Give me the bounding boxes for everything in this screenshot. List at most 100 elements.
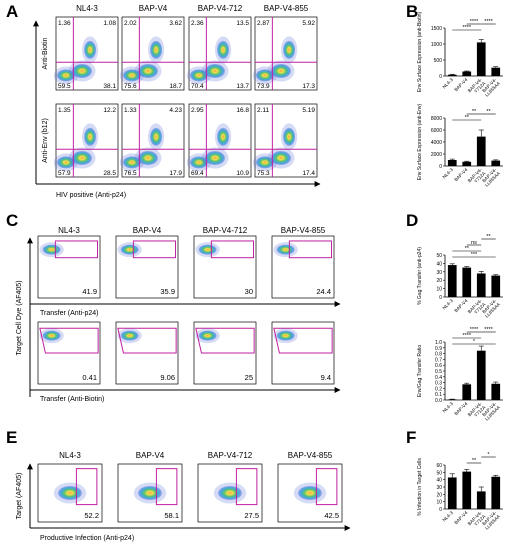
row-label-a: Anti-Env (b12) [42, 118, 49, 163]
y-tick-label: 4000 [431, 140, 442, 146]
cell-cluster [138, 64, 159, 79]
y-axis-label-c: Target Cell Dye (AF405) [16, 280, 23, 355]
bar-f [447, 477, 457, 509]
cell-cluster [189, 69, 208, 82]
panel-e-flow-plots: NL4-3 BAP-V4 BAP-V4-712 BAP-V4-855 52.2 58.1 2… [16, 451, 351, 542]
bar-f [491, 476, 501, 509]
cell-cluster [276, 244, 295, 255]
quadrant-lr-value: 17.9 [169, 170, 182, 177]
cell-cluster [56, 156, 75, 169]
y-tick-label: 30 [436, 485, 442, 491]
flow-plot-c: 35.9 [115, 235, 179, 299]
cell-cluster [122, 69, 141, 82]
cell-cluster [205, 151, 226, 166]
col-header-e: BAP-V4 [136, 451, 165, 460]
cell-cluster [42, 330, 61, 341]
quadrant-ul-value: 1.35 [58, 107, 71, 114]
sig-label: **** [484, 19, 493, 25]
y-tick-label: 30 [436, 270, 442, 276]
y-axis-label: Env/Gag Transfer Ratio [417, 345, 423, 397]
transfer-gate [54, 240, 99, 259]
quadrant-lr-value: 28.5 [103, 170, 116, 177]
panel-letter-a: A [6, 2, 18, 21]
quadrant-ur-value: 12.2 [103, 107, 116, 114]
quadrant-ul-value: 2.87 [257, 20, 270, 27]
flow-plot-a: 2.11 5.19 75.3 17.4 [252, 103, 318, 178]
sig-label: **** [462, 333, 471, 339]
infection-gate [315, 468, 338, 506]
y-tick-label: 0.1 [435, 392, 442, 398]
cell-cluster [138, 486, 162, 500]
quadrant-ll-value: 73.9 [257, 83, 270, 90]
y-tick-label: 0 [439, 164, 442, 170]
cell-cluster [150, 40, 163, 59]
bar-d-top [447, 265, 457, 297]
category-label: BAP-V4-LL855AA [481, 510, 502, 531]
panel-letter-e: E [6, 428, 17, 447]
y-axis-label: % Infection in Target Cells [417, 458, 423, 516]
quadrant-ul-value: 2.11 [257, 107, 270, 114]
quadrant-ur-value: 3.62 [169, 20, 182, 27]
quadrant-lr-value: 38.1 [103, 83, 116, 90]
y-tick-label: 0.6 [435, 363, 442, 369]
quadrant-ul-value: 2.95 [191, 107, 204, 114]
quadrant-ur-value: 13.5 [236, 20, 249, 27]
panel-letters: A B C D E F [6, 2, 418, 447]
flow-plot-a: 2.87 5.92 73.9 17.3 [252, 16, 318, 91]
bar-b-bottom [476, 136, 486, 166]
transfer-gate [117, 327, 177, 354]
quadrant-lr-value: 18.7 [169, 83, 182, 90]
y-axis-label: Env Surface Expression (anti-Env) [417, 103, 423, 180]
gate-percent-value: 0.41 [82, 373, 97, 382]
sig-label: ** [465, 246, 470, 252]
bar-f [476, 491, 486, 509]
col-header-c: BAP-V4-712 [203, 226, 248, 235]
transfer-gate [195, 327, 255, 354]
transfer-gate [210, 240, 255, 259]
category-label: NL4-3 [442, 167, 455, 180]
row-label-a: Anti-Biotin [42, 37, 49, 69]
flow-plot-e: 42.5 [277, 463, 343, 523]
cell-cluster [276, 330, 295, 341]
bar-chart-d-bottom: 0.00.10.20.30.40.50.60.70.80.91.0 Env/Gag… [417, 327, 503, 422]
quadrant-ul-value: 1.33 [124, 107, 137, 114]
y-tick-label: 0.9 [435, 346, 442, 352]
cell-cluster [255, 156, 274, 169]
quadrant-ul-value: 1.36 [58, 20, 71, 27]
category-label: BAP-V4-LL855AA [481, 298, 502, 319]
gate-percent-value: 41.9 [82, 287, 97, 296]
sig-label: ns [471, 240, 477, 246]
gate-percent-value: 42.5 [324, 511, 339, 520]
cell-cluster [150, 127, 163, 146]
cell-cluster [283, 127, 296, 146]
category-label: NL4-3 [442, 77, 455, 90]
cell-cluster [120, 330, 139, 341]
x-axis-label-a: HIV positive (Anti-p24) [56, 192, 126, 199]
gate-percent-value: 27.5 [244, 511, 259, 520]
bar-b-bottom [462, 161, 472, 166]
gate-percent-value: 35.9 [160, 287, 175, 296]
bar-chart-b-bottom: 0 2000 4000 6000 8000 Env Surface Expression … [417, 103, 503, 188]
flow-plot-c: 9.4 [271, 321, 335, 385]
cell-cluster [205, 64, 226, 79]
bar-b-bottom [447, 160, 457, 166]
quadrant-ur-value: 1.08 [103, 20, 116, 27]
flow-plot-a: 2.95 16.8 69.4 10.9 [186, 103, 252, 178]
panel-letter-f: F [406, 428, 416, 447]
cell-cluster [58, 486, 82, 500]
y-tick-label: 50 [436, 253, 442, 259]
sig-label: **** [462, 25, 471, 31]
category-label: NL4-3 [442, 298, 455, 311]
y-tick-label: 40 [436, 478, 442, 484]
y-tick-label: 50 [436, 470, 442, 476]
cell-cluster [72, 151, 93, 166]
quadrant-lr-value: 10.9 [236, 170, 249, 177]
y-tick-label: 8000 [431, 116, 442, 122]
y-tick-label: 40 [436, 261, 442, 267]
cell-cluster [120, 244, 139, 255]
bar-chart-b-top: 0 500 1000 1500 Env Surface Expression (anti… [417, 12, 503, 98]
bar-d-bottom [447, 399, 457, 400]
y-axis-label: Env Surface Expression (anti-Biotin) [417, 12, 423, 93]
